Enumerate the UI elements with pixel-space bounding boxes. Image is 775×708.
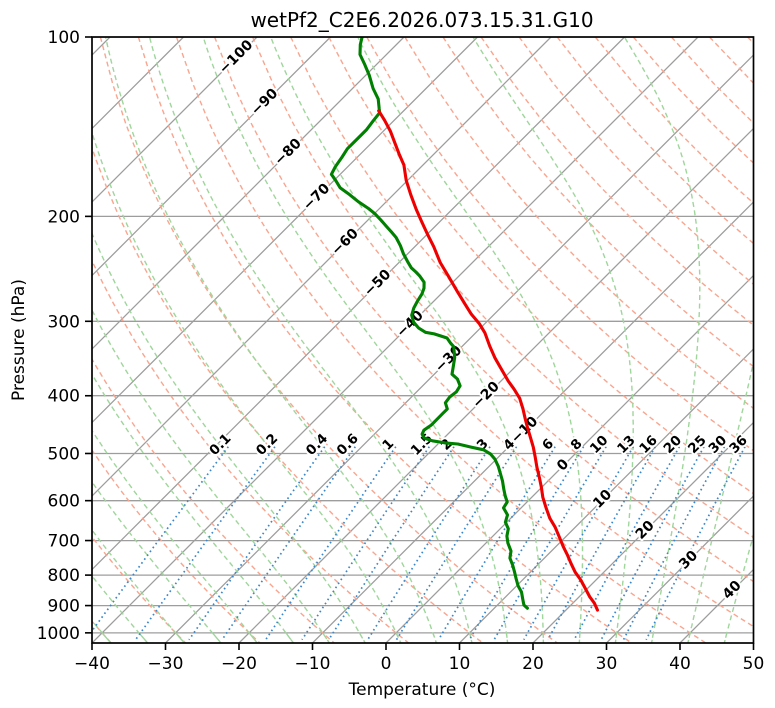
- x-tick-label: −20: [221, 654, 257, 674]
- moist-adiabat-line: [92, 528, 185, 643]
- isotherm-line: [92, 37, 625, 571]
- moist-adiabat-line: [687, 358, 754, 643]
- isotherm-line: [92, 37, 478, 424]
- mixing-ratio-line: [221, 446, 356, 641]
- mixing-ratio-line: [468, 446, 585, 641]
- mixing-ratio-line: [600, 446, 705, 641]
- moist-adiabat-line: [623, 37, 701, 643]
- moist-adiabat-line: [92, 130, 402, 643]
- dry-adiabat-line: [480, 37, 754, 326]
- y-tick-label: 800: [48, 566, 80, 586]
- y-tick-label: 900: [48, 597, 80, 617]
- moist-adiabat-line: [357, 37, 584, 643]
- dry-adiabat-line: [518, 37, 754, 286]
- dry-adiabat-line: [137, 37, 632, 643]
- moist-adiabat-line: [92, 574, 149, 643]
- isotherm-line: [385, 274, 754, 643]
- mixing-ratio-line: [437, 446, 556, 641]
- mixing-ratio-line: [134, 446, 276, 641]
- isotherm-line: [92, 37, 258, 203]
- x-tick-label: −30: [148, 654, 184, 674]
- mixing-ratio-line: [547, 446, 657, 641]
- moist-adiabat-line: [472, 37, 634, 643]
- x-tick-label: −10: [295, 654, 331, 674]
- isotherm-line: [92, 37, 405, 350]
- plot-border: [91, 36, 755, 644]
- mixing-ratio-label: 8: [568, 436, 586, 454]
- isotherm-line: [753, 642, 754, 643]
- chart-title: wetPf2_C2E6.2026.073.15.31.G10: [250, 8, 593, 32]
- moist-adiabat-line: [148, 37, 473, 643]
- x-tick-label: 50: [743, 654, 765, 674]
- y-tick-label: 400: [48, 387, 80, 407]
- isotherm-line: [312, 201, 754, 643]
- y-tick-label: 200: [48, 207, 80, 227]
- sounding-profiles: [329, 37, 600, 612]
- dewpoint-line: [329, 37, 529, 610]
- mixing-ratio-label: 0.2: [253, 431, 281, 459]
- mixing-ratio-line: [395, 446, 518, 641]
- mixing-ratio-line: [645, 446, 746, 641]
- dry-adiabat-line: [442, 37, 754, 368]
- x-axis-label: Temperature (°C): [348, 680, 496, 700]
- y-tick-label: 600: [48, 492, 80, 512]
- x-tick-label: 20: [522, 654, 544, 674]
- moist-adiabat-line: [92, 480, 222, 643]
- dry-adiabat-line: [328, 37, 754, 495]
- y-tick-label: 500: [48, 444, 80, 464]
- isotherm-line: [92, 37, 699, 643]
- moist-adiabat-line: [723, 532, 754, 643]
- x-tick-label: 10: [449, 654, 471, 674]
- dry-adiabat-line: [92, 357, 335, 643]
- mixing-ratio-line: [327, 446, 455, 641]
- dry-adiabat-line: [747, 37, 754, 45]
- x-tick-label: 30: [596, 654, 618, 674]
- moist-adiabat-line: [202, 37, 509, 643]
- moist-adiabat-line: [104, 37, 438, 643]
- plot-area: −100−90−80−70−60−50−40−30−20−10010203040…: [37, 28, 765, 674]
- x-tick-label: 0: [381, 654, 392, 674]
- dry-adiabat-line: [92, 535, 187, 643]
- mixing-ratio-label: 0.4: [303, 431, 331, 459]
- isotherm-line: [532, 421, 754, 643]
- temperature-line: [377, 109, 600, 612]
- mixing-ratio-line: [493, 446, 607, 641]
- isotherm-line: [165, 54, 754, 643]
- isotherm-line: [92, 37, 331, 277]
- mixing-ratio-line: [573, 446, 681, 641]
- isotherm-line: [92, 37, 552, 497]
- dry-adiabat-line: [92, 259, 410, 643]
- mixing-ratio-label: 6: [539, 436, 557, 454]
- isotherm-line: [606, 495, 754, 643]
- y-tick-label: 1000: [37, 624, 80, 644]
- dry-adiabat-line: [213, 37, 754, 628]
- mixing-ratio-label: 0.1: [206, 431, 234, 459]
- moist-adiabat-line: [92, 308, 330, 643]
- y-tick-label: 300: [48, 312, 80, 332]
- moist-adiabat-line: [92, 231, 366, 643]
- y-tick-label: 100: [48, 28, 80, 48]
- moist-adiabat-line: [92, 429, 258, 643]
- axes: −40 −30 −20 −10 0 10 20 30 40 5010020030040050060…: [37, 28, 765, 674]
- mixing-ratio-label: 0.6: [334, 431, 362, 459]
- mixing-ratio-label: 1: [379, 436, 397, 454]
- mixing-ratio-line: [188, 446, 326, 641]
- x-tick-label: 40: [669, 654, 691, 674]
- moist-adiabat-line: [270, 37, 545, 643]
- mixing-ratio-line: [301, 446, 431, 641]
- mixing-ratio-line: [264, 446, 397, 641]
- isotherm-line: [238, 127, 754, 643]
- dry-adiabat-line: [175, 37, 707, 643]
- x-tick-label: −40: [74, 654, 110, 674]
- dry-adiabat-line: [251, 37, 754, 583]
- dry-adiabat-line: [366, 37, 754, 452]
- y-tick-label: 700: [48, 532, 80, 552]
- y-axis-label: Pressure (hPa): [9, 279, 29, 401]
- dry-adiabat-line: [92, 145, 484, 643]
- mixing-ratio-line: [366, 446, 491, 641]
